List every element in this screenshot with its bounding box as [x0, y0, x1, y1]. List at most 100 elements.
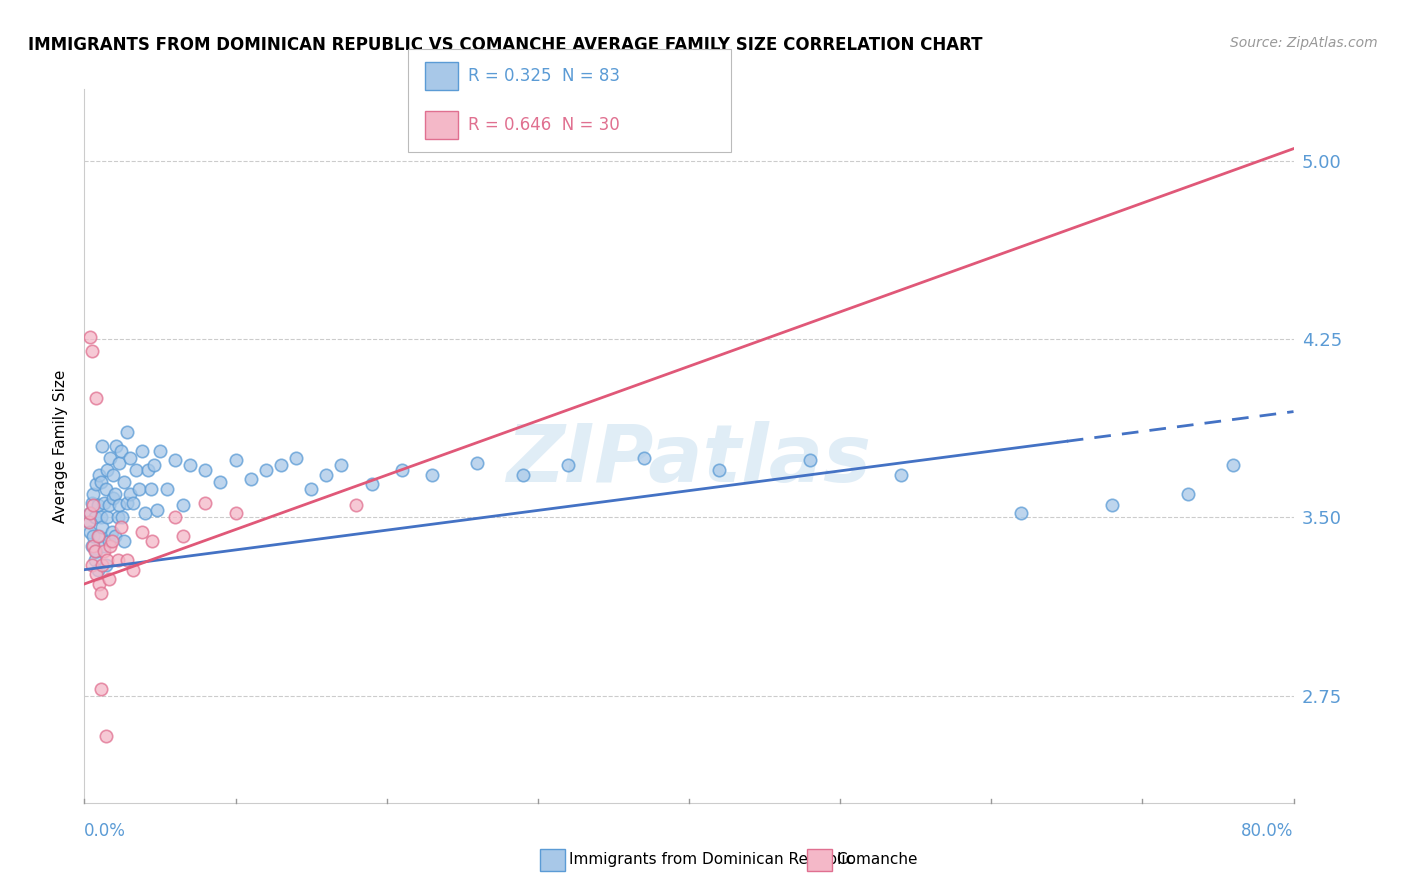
Point — [557, 458, 579, 472]
Point — [225, 453, 247, 467]
Point — [104, 486, 127, 500]
Point — [121, 563, 143, 577]
Point — [110, 520, 132, 534]
Point — [141, 534, 163, 549]
Point — [285, 450, 308, 465]
Point — [330, 458, 353, 472]
Point — [96, 463, 118, 477]
Point — [98, 539, 121, 553]
Point — [165, 510, 187, 524]
Point — [270, 458, 292, 472]
Point — [239, 472, 262, 486]
Point — [90, 586, 112, 600]
Point — [512, 467, 534, 482]
Point — [90, 681, 112, 696]
Point — [139, 482, 162, 496]
Point — [131, 443, 153, 458]
Point — [84, 543, 107, 558]
Point — [84, 510, 107, 524]
Point — [93, 496, 115, 510]
Point — [94, 482, 117, 496]
Point — [104, 529, 127, 543]
Point — [346, 499, 368, 513]
Point — [142, 458, 165, 472]
Point — [79, 329, 101, 343]
Point — [100, 534, 122, 549]
Point — [77, 515, 100, 529]
Point — [134, 506, 156, 520]
Point — [467, 456, 489, 470]
Point — [194, 463, 217, 477]
Text: Source: ZipAtlas.com: Source: ZipAtlas.com — [1230, 36, 1378, 50]
Point — [172, 499, 194, 513]
Point — [91, 439, 114, 453]
Point — [89, 467, 111, 482]
Point — [107, 553, 129, 567]
Point — [82, 499, 104, 513]
Point — [131, 524, 153, 539]
Point — [118, 486, 141, 500]
Text: R = 0.325  N = 83: R = 0.325 N = 83 — [468, 67, 620, 85]
Point — [80, 558, 103, 572]
Point — [82, 486, 104, 500]
Point — [87, 563, 110, 577]
Point — [179, 458, 201, 472]
Point — [79, 506, 101, 520]
Point — [89, 577, 111, 591]
Point — [121, 496, 143, 510]
Point — [94, 729, 117, 743]
Point — [315, 467, 337, 482]
Point — [93, 539, 115, 553]
Point — [90, 510, 112, 524]
Point — [299, 482, 322, 496]
Point — [93, 543, 115, 558]
Point — [172, 529, 194, 543]
Text: ZIPatlas: ZIPatlas — [506, 421, 872, 500]
Point — [100, 524, 122, 539]
Point — [209, 475, 232, 489]
Point — [128, 482, 150, 496]
Point — [80, 343, 103, 358]
Text: Immigrants from Dominican Republic: Immigrants from Dominican Republic — [569, 853, 855, 867]
Point — [890, 467, 912, 482]
Text: R = 0.646  N = 30: R = 0.646 N = 30 — [468, 116, 620, 134]
Point — [82, 539, 104, 553]
Point — [112, 534, 135, 549]
Point — [115, 496, 138, 510]
Text: IMMIGRANTS FROM DOMINICAN REPUBLIC VS COMANCHE AVERAGE FAMILY SIZE CORRELATION C: IMMIGRANTS FROM DOMINICAN REPUBLIC VS CO… — [28, 36, 983, 54]
Point — [107, 510, 129, 524]
Point — [1177, 486, 1199, 500]
Point — [98, 450, 121, 465]
Point — [149, 443, 172, 458]
Point — [97, 572, 120, 586]
Point — [799, 453, 821, 467]
Point — [1101, 499, 1123, 513]
Point — [94, 558, 117, 572]
Point — [194, 496, 217, 510]
Point — [225, 506, 247, 520]
Point — [101, 491, 124, 506]
Point — [112, 475, 135, 489]
Point — [1222, 458, 1244, 472]
Point — [156, 482, 179, 496]
Point — [90, 475, 112, 489]
Point — [80, 539, 103, 553]
Point — [84, 553, 107, 567]
Point — [86, 477, 108, 491]
Point — [165, 453, 187, 467]
Text: 80.0%: 80.0% — [1241, 822, 1294, 840]
Point — [111, 510, 134, 524]
Point — [420, 467, 443, 482]
Point — [136, 463, 159, 477]
Point — [360, 477, 382, 491]
Point — [391, 463, 413, 477]
Point — [96, 510, 118, 524]
Point — [101, 467, 124, 482]
Point — [79, 506, 101, 520]
Point — [115, 425, 138, 439]
Point — [96, 553, 118, 567]
Point — [1011, 506, 1033, 520]
Point — [709, 463, 731, 477]
Point — [115, 553, 138, 567]
Point — [87, 529, 110, 543]
